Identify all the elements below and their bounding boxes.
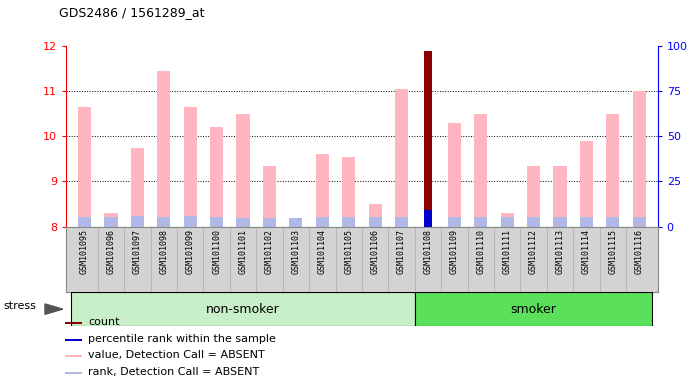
Bar	[395, 89, 408, 227]
Text: GSM101107: GSM101107	[397, 228, 406, 273]
Bar	[448, 123, 461, 227]
Bar	[606, 114, 619, 227]
Bar	[395, 217, 408, 227]
Bar	[316, 154, 329, 227]
Bar	[342, 217, 356, 227]
Bar	[368, 217, 381, 227]
Text: non-smoker: non-smoker	[206, 303, 280, 316]
Text: GSM101098: GSM101098	[159, 228, 168, 273]
Bar	[131, 147, 144, 227]
Bar	[78, 217, 91, 227]
Text: stress: stress	[3, 301, 36, 311]
Bar	[580, 141, 593, 227]
Bar	[474, 114, 487, 227]
Text: smoker: smoker	[511, 303, 557, 316]
Text: GSM101112: GSM101112	[529, 228, 538, 273]
Text: GSM101102: GSM101102	[265, 228, 274, 273]
Bar	[210, 217, 223, 227]
Bar	[78, 107, 91, 227]
Bar	[500, 217, 514, 227]
Bar	[527, 166, 540, 227]
Bar	[425, 210, 432, 227]
Bar	[184, 107, 197, 227]
Bar	[72, 292, 415, 326]
Bar	[263, 218, 276, 227]
Bar	[263, 166, 276, 227]
Bar	[580, 217, 593, 227]
Bar	[553, 217, 567, 227]
Bar	[104, 213, 118, 227]
Bar	[210, 127, 223, 227]
Text: GSM101103: GSM101103	[292, 228, 301, 273]
Text: GSM101097: GSM101097	[133, 228, 142, 273]
Bar	[290, 222, 303, 227]
Bar	[316, 217, 329, 227]
Bar	[425, 51, 432, 227]
Text: GSM101099: GSM101099	[186, 228, 195, 273]
Bar	[448, 217, 461, 227]
Bar	[131, 216, 144, 227]
Text: rank, Detection Call = ABSENT: rank, Detection Call = ABSENT	[88, 367, 259, 377]
Bar	[290, 218, 303, 227]
Text: GSM101115: GSM101115	[608, 228, 617, 273]
Text: GSM101109: GSM101109	[450, 228, 459, 273]
Text: GSM101113: GSM101113	[555, 228, 564, 273]
Bar	[104, 217, 118, 227]
Bar	[606, 217, 619, 227]
Bar	[157, 217, 171, 227]
Bar	[553, 166, 567, 227]
Text: GSM101110: GSM101110	[476, 228, 485, 273]
Bar	[527, 217, 540, 227]
Text: GSM101116: GSM101116	[635, 228, 644, 273]
Polygon shape	[45, 304, 63, 314]
Bar	[65, 372, 82, 374]
Text: GSM101108: GSM101108	[423, 228, 432, 273]
Text: GSM101096: GSM101096	[106, 228, 116, 273]
Text: value, Detection Call = ABSENT: value, Detection Call = ABSENT	[88, 350, 264, 360]
Bar	[65, 356, 82, 358]
Text: percentile rank within the sample: percentile rank within the sample	[88, 334, 276, 344]
Text: GDS2486 / 1561289_at: GDS2486 / 1561289_at	[59, 6, 205, 19]
Bar	[368, 204, 381, 227]
Bar	[342, 157, 356, 227]
Text: GSM101100: GSM101100	[212, 228, 221, 273]
Bar	[633, 217, 646, 227]
Bar	[633, 91, 646, 227]
Bar	[65, 339, 82, 341]
Text: GSM101106: GSM101106	[371, 228, 379, 273]
Text: GSM101111: GSM101111	[503, 228, 512, 273]
Bar	[415, 292, 652, 326]
Bar	[157, 71, 171, 227]
Bar	[237, 114, 250, 227]
Bar	[237, 218, 250, 227]
Bar	[184, 216, 197, 227]
Text: GSM101101: GSM101101	[239, 228, 248, 273]
Text: GSM101114: GSM101114	[582, 228, 591, 273]
Text: GSM101104: GSM101104	[318, 228, 327, 273]
Bar	[65, 322, 82, 324]
Bar	[474, 217, 487, 227]
Text: GSM101105: GSM101105	[345, 228, 353, 273]
Text: GSM101095: GSM101095	[80, 228, 89, 273]
Bar	[500, 213, 514, 227]
Text: count: count	[88, 317, 120, 327]
